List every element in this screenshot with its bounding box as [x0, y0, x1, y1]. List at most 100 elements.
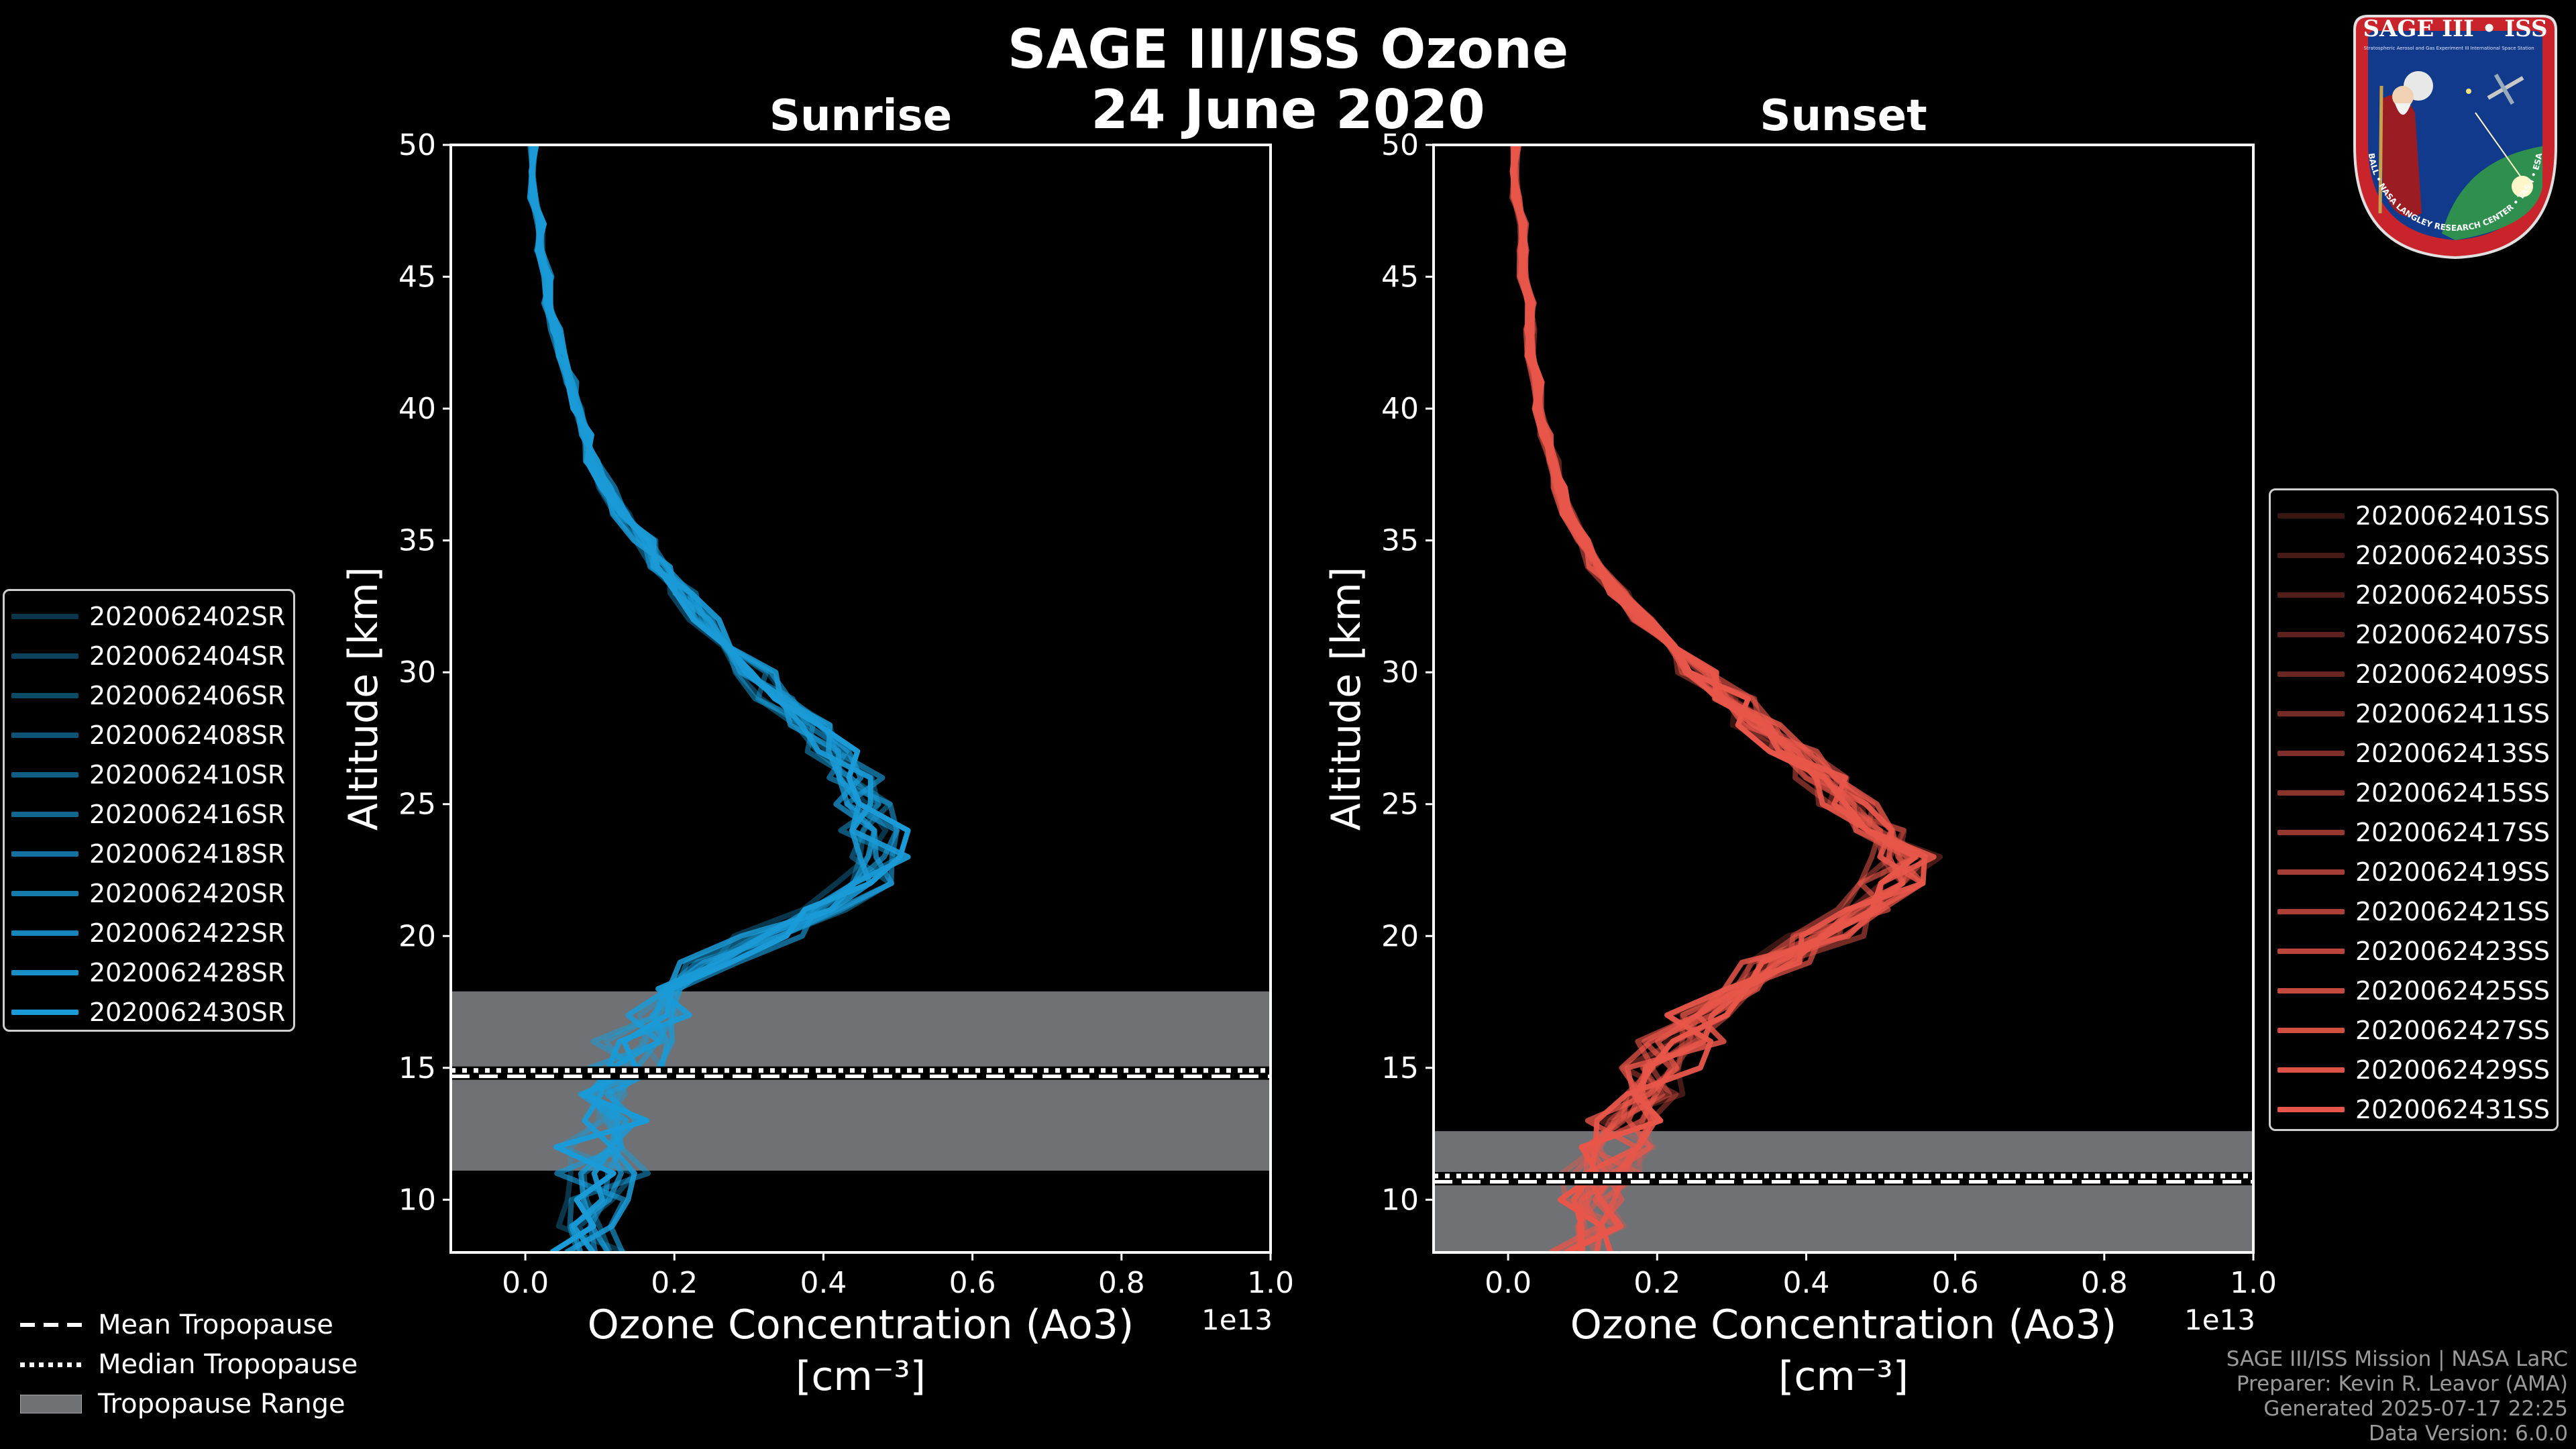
legend-label: Mean Tropopause [98, 1309, 333, 1340]
legend-item: 2020062403SS [2271, 535, 2557, 575]
y-axis-label: Altitude [km] [340, 567, 387, 831]
tropopause-range-band [1434, 1131, 2253, 1252]
y-tick-label: 15 [398, 1051, 436, 1085]
legend-swatch [11, 653, 78, 659]
sunset-profile-2020062419SS [1511, 145, 1911, 1252]
legend-item: 2020062415SS [2271, 773, 2557, 812]
sunset-profile-2020062423SS [1510, 145, 1906, 1252]
legend-item: 2020062401SS [2271, 496, 2557, 535]
y-tick-label: 35 [398, 524, 436, 558]
sunrise-panel-title: Sunrise [769, 91, 952, 141]
legend-swatch [2277, 513, 2345, 519]
x-tick-label: 0.2 [651, 1266, 698, 1300]
y-tick-label: 40 [398, 392, 436, 426]
figure-title-line1: SAGE III/ISS Ozone [1007, 18, 1569, 80]
legend-label: 2020062427SS [2355, 1015, 2551, 1045]
legend-swatch [2277, 1027, 2345, 1033]
legend-item: 2020062409SS [2271, 654, 2557, 694]
legend-item: 2020062408SR [5, 715, 293, 755]
logo-subtitle-station: International Space Station [2470, 46, 2534, 51]
legend-label: 2020062408SR [89, 720, 286, 750]
legend-swatch [11, 732, 78, 738]
legend-swatch [2277, 908, 2345, 914]
logo-name: SAGE III • ISS [2363, 15, 2547, 42]
legend-item: 2020062404SR [5, 636, 293, 676]
y-tick-label: 50 [398, 128, 436, 162]
x-tick-label: 0.0 [502, 1266, 549, 1300]
legend-item: 2020062425SS [2271, 971, 2557, 1010]
legend-swatch [2277, 869, 2345, 875]
x-tick-label: 1.0 [2230, 1266, 2277, 1300]
legend-label: 2020062421SS [2355, 896, 2551, 926]
x-offset-label: 1e13 [1201, 1303, 1273, 1336]
legend-label: 2020062415SS [2355, 777, 2551, 808]
y-tick-label: 20 [1381, 919, 1419, 953]
legend-swatch [11, 613, 78, 619]
sunset-profile-2020062411SS [1511, 145, 1905, 1252]
legend-swatch [2277, 710, 2345, 716]
legend-item: 2020062405SS [2271, 575, 2557, 614]
legend-swatch [2277, 948, 2345, 954]
x-tick-label: 1.0 [1247, 1266, 1294, 1300]
y-tick-label: 25 [398, 788, 436, 822]
legend-label: 2020062419SS [2355, 857, 2551, 887]
legend-label: 2020062411SS [2355, 698, 2551, 729]
legend-item: 2020062406SR [5, 676, 293, 715]
x-tick-label: 0.0 [1485, 1266, 1532, 1300]
x-tick-label: 0.6 [1932, 1266, 1979, 1300]
legend-mean-tropopause: Mean Tropopause [20, 1305, 423, 1344]
x-tick-label: 0.6 [949, 1266, 996, 1300]
sunset-axes-frame [1432, 144, 2255, 1254]
legend-item: 2020062416SR [5, 794, 293, 834]
footer-preparer: Preparer: Kevin R. Leavor (AMA) [2236, 1372, 2568, 1396]
legend-swatch [11, 851, 78, 857]
legend-swatch [2277, 790, 2345, 796]
legend-item: 2020062417SS [2271, 812, 2557, 852]
x-tick-label: 0.2 [1633, 1266, 1680, 1300]
legend-label: Tropopause Range [98, 1388, 345, 1419]
legend-label: 2020062428SR [89, 957, 286, 987]
legend-swatch [2277, 750, 2345, 756]
x-tick-label: 0.8 [1098, 1266, 1145, 1300]
logo-subtitle-experiment: Stratospheric Aerosol and Gas Experiment… [2363, 46, 2469, 51]
sunset-legend: 2020062401SS 2020062403SS 2020062405SS 2020… [2269, 488, 2559, 1131]
legend-label: 2020062401SS [2355, 500, 2551, 531]
dashed-line-swatch [20, 1316, 82, 1334]
legend-median-tropopause: Median Tropopause [20, 1344, 423, 1384]
legend-label: 2020062416SR [89, 799, 286, 829]
legend-label: 2020062429SS [2355, 1055, 2551, 1085]
tropopause-legend: Mean Tropopause Median Tropopause Tropop… [20, 1305, 423, 1424]
legend-label: Median Tropopause [98, 1348, 358, 1380]
legend-swatch [2277, 592, 2345, 598]
sunset-profile-2020062431SS [1509, 145, 1919, 1252]
dotted-line-swatch [20, 1355, 82, 1374]
y-tick-label: 15 [1381, 1051, 1419, 1085]
sunset-profile-2020062429SS [1509, 145, 1927, 1252]
legend-swatch [11, 969, 78, 975]
legend-swatch [2277, 1067, 2345, 1073]
y-tick-label: 30 [1381, 655, 1419, 690]
legend-label: 2020062404SR [89, 641, 286, 671]
footer-generated: Generated 2025-07-17 22:25 [2263, 1397, 2568, 1421]
legend-tropopause-range: Tropopause Range [20, 1384, 423, 1424]
legend-swatch [2277, 631, 2345, 637]
legend-swatch [2277, 987, 2345, 994]
x-axis-label: Ozone Concentration (Ao3) [588, 1301, 1134, 1348]
legend-label: 2020062403SS [2355, 540, 2551, 570]
y-tick-label: 25 [1381, 788, 1419, 822]
legend-item: 2020062419SS [2271, 852, 2557, 892]
legend-label: 2020062420SR [89, 878, 286, 908]
legend-label: 2020062409SS [2355, 659, 2551, 689]
legend-item: 2020062422SR [5, 913, 293, 953]
legend-label: 2020062425SS [2355, 975, 2551, 1006]
legend-item: 2020062421SS [2271, 892, 2557, 931]
y-tick-label: 20 [398, 919, 436, 953]
credits-footer: SAGE III/ISS Mission | NASA LaRC Prepare… [2226, 1347, 2568, 1446]
x-axis-label: Ozone Concentration (Ao3) [1570, 1301, 2117, 1348]
legend-label: 2020062418SR [89, 839, 286, 869]
legend-label: 2020062402SR [89, 601, 286, 631]
y-tick-label: 45 [398, 260, 436, 294]
y-tick-label: 40 [1381, 392, 1419, 426]
range-fill-swatch [20, 1394, 82, 1413]
